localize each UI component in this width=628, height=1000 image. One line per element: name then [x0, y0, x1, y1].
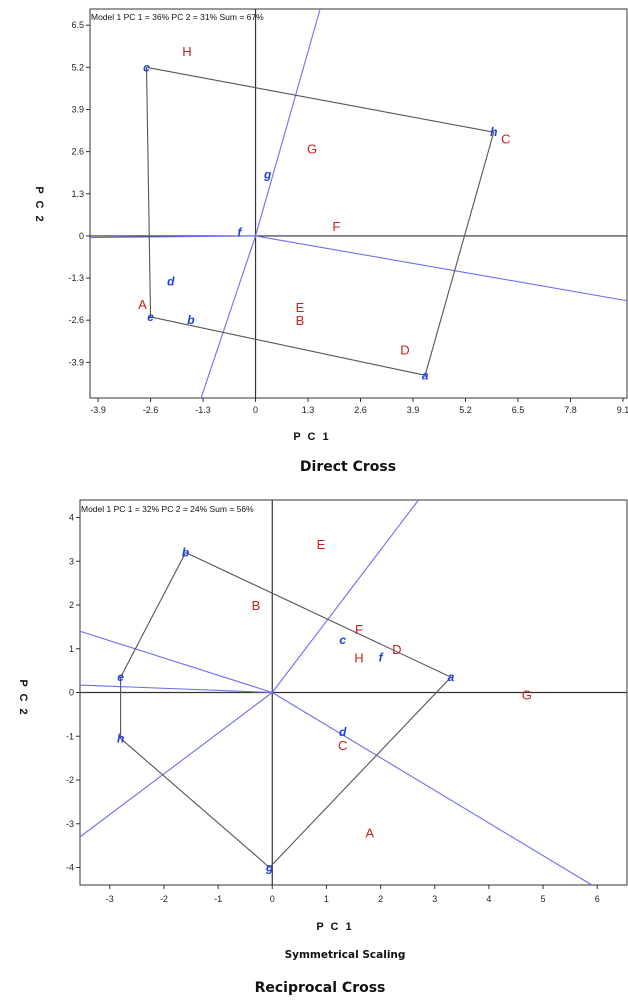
- panel1-ray-4: [200, 235, 257, 399]
- panel2-x-tick-label: 3: [432, 894, 437, 904]
- panel2-ray-4: [271, 692, 593, 886]
- panel1-y-tick-label: 2.6: [71, 147, 84, 157]
- panel2-y-tick-label: 3: [69, 556, 74, 566]
- panel1-y-tick-label: 3.9: [71, 104, 84, 114]
- panel2-point-E: E: [317, 537, 326, 552]
- panel2-y-tick-label: 0: [69, 688, 74, 698]
- panel2-vertex-f: f: [379, 651, 384, 665]
- panel1-vertex-c: c: [143, 60, 150, 74]
- panel2-y-tick-label: -4: [66, 863, 74, 873]
- panel2-vertex-c: c: [339, 633, 346, 647]
- panel2-x-tick-label: -3: [106, 894, 114, 904]
- panel1-y-tick-label: 6.5: [71, 20, 84, 30]
- panel1-y-tick-label: -3.9: [68, 357, 84, 367]
- panel2-ray-2: [79, 692, 273, 838]
- panel1-ray-2: [255, 235, 628, 302]
- panel2-ray-3: [79, 630, 273, 694]
- panel2-x-axis-title: P C 1: [316, 921, 353, 933]
- panel1-y-tick-label: 1.3: [71, 189, 84, 199]
- panel1-x-tick-label: 1.3: [302, 405, 315, 415]
- panel1-ray-1: [89, 235, 256, 239]
- panel2-point-A: A: [365, 826, 374, 841]
- panel2-caption: Reciprocal Cross: [255, 980, 386, 996]
- panel1-header: Model 1 PC 1 = 36% PC 2 = 31% Sum = 67%: [91, 12, 264, 22]
- panel1-point-E: E: [296, 300, 305, 315]
- panel1-x-tick-label: -3.9: [90, 405, 106, 415]
- panel1-vertex-b: b: [187, 313, 194, 327]
- panel2-vertex-b: b: [182, 546, 189, 560]
- panel1-x-tick-label: 0: [253, 405, 258, 415]
- panel2-vertex-a: a: [448, 670, 455, 684]
- panel1-ray-3: [255, 8, 321, 237]
- panel2-y-tick-label: -3: [66, 819, 74, 829]
- panel1-x-tick-label: 2.6: [354, 405, 367, 415]
- panel1-y-axis-title: P C 2: [33, 186, 45, 223]
- panel1-x-tick-label: 7.8: [564, 405, 577, 415]
- panel1-point-F: F: [332, 219, 340, 234]
- panel2-point-H: H: [354, 651, 363, 666]
- panel1-point-G: G: [307, 141, 317, 156]
- panel1-point-D: D: [400, 342, 409, 357]
- panel2-y-tick-label: 1: [69, 644, 74, 654]
- panel1-vertex-f: f: [237, 226, 242, 240]
- panel2-header: Model 1 PC 1 = 32% PC 2 = 24% Sum = 56%: [81, 504, 254, 514]
- panel1-x-tick-label: 5.2: [459, 405, 472, 415]
- panel1-point-H: H: [182, 44, 191, 59]
- panel2-x-tick-label: 6: [595, 894, 600, 904]
- panel1-vertex-g: g: [263, 167, 272, 181]
- panel2-y-tick-label: 4: [69, 513, 74, 523]
- panel2-vertex-h: h: [117, 731, 124, 745]
- panel2-point-D: D: [392, 642, 401, 657]
- panel1-y-tick-label: -2.6: [68, 315, 84, 325]
- panel2-x-tick-label: 5: [541, 894, 546, 904]
- panel1-vertex-h: h: [490, 125, 497, 139]
- panel2-subtitle: Symmetrical Scaling: [285, 949, 406, 961]
- panel2-point-F: F: [355, 622, 363, 637]
- panel2-x-tick-label: -2: [160, 894, 168, 904]
- panel2-x-tick-label: 2: [378, 894, 383, 904]
- panel2-x-tick-label: 1: [324, 894, 329, 904]
- panel2-y-tick-label: 2: [69, 600, 74, 610]
- panel2-ray-1: [271, 499, 419, 693]
- panel2-x-tick-label: 4: [486, 894, 491, 904]
- panel1-point-A: A: [138, 297, 147, 312]
- panel2-vertex-g: g: [265, 861, 274, 875]
- panel2-vertex-e: e: [117, 670, 124, 684]
- panel1-vertex-a: a: [422, 368, 429, 382]
- panel2-ray-5: [79, 684, 273, 694]
- panel1-x-tick-label: 6.5: [512, 405, 525, 415]
- panel1-x-tick-label: 9.1: [617, 405, 628, 415]
- panel2-polygon-hull: [120, 552, 452, 869]
- panel1-point-B: B: [296, 313, 305, 328]
- panel1-polygon-hull: [145, 66, 495, 376]
- panel2-x-tick-label: -1: [214, 894, 222, 904]
- panel2-y-axis-title: P C 2: [17, 679, 29, 716]
- panel1-plot-frame: [89, 8, 628, 399]
- panel2-vertex-d: d: [339, 725, 347, 739]
- panel1-x-tick-label: -1.3: [195, 405, 211, 415]
- panel1-vertex-e: e: [147, 310, 154, 324]
- panel1-y-tick-label: 0: [79, 231, 84, 241]
- panel1-point-C: C: [501, 132, 510, 147]
- panel2-y-tick-label: -2: [66, 775, 74, 785]
- panel1-caption: Direct Cross: [300, 459, 396, 475]
- panel1-vertex-d: d: [167, 274, 175, 288]
- panel2-x-tick-label: 0: [270, 894, 275, 904]
- panel2-y-tick-label: -1: [66, 731, 74, 741]
- panel1-x-tick-label: 3.9: [407, 405, 420, 415]
- panel1-x-tick-label: -2.6: [143, 405, 159, 415]
- panel1-y-tick-label: -1.3: [68, 273, 84, 283]
- panel2-point-G: G: [522, 688, 532, 703]
- panel2-point-C: C: [338, 738, 347, 753]
- panel1-x-axis-title: P C 1: [293, 431, 330, 443]
- panel1-y-tick-label: 5.2: [71, 62, 84, 72]
- panel2-point-B: B: [252, 598, 261, 613]
